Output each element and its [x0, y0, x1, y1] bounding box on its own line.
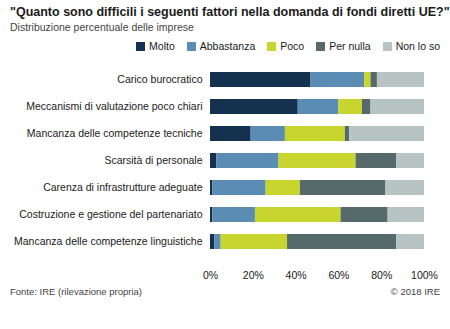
svg-text:Meccanismi di valutazione poco: Meccanismi di valutazione poco chiari — [26, 100, 202, 112]
svg-text:Mancanza delle competenze ling: Mancanza delle competenze linguistiche — [14, 235, 203, 247]
svg-text:Carico burocratico: Carico burocratico — [117, 73, 202, 85]
html-text:© 2018 IRE: © 2018 IRE — [390, 286, 440, 297]
svg-text:Scarsità di personale: Scarsità di personale — [104, 154, 202, 166]
svg-text:Costruzione e gestione del par: Costruzione e gestione del partenariato — [19, 208, 202, 220]
svg-text:Mancanza delle competenze tecn: Mancanza delle competenze tecniche — [27, 127, 203, 139]
html-text:Distribuzione percentuale dell: Distribuzione percentuale delle imprese — [10, 21, 194, 33]
html-text:Non lo so: Non lo so — [395, 40, 440, 52]
svg-text:0%: 0% — [203, 269, 218, 281]
svg-text:40%: 40% — [286, 269, 307, 281]
html-text:Abbastanza: Abbastanza — [199, 40, 256, 52]
svg-text:100%: 100% — [411, 269, 438, 281]
html-text:Fonte: IRE (rilevazione propri: Fonte: IRE (rilevazione propria) — [10, 286, 142, 297]
html-text:Per nulla: Per nulla — [329, 40, 371, 52]
svg-text:20%: 20% — [243, 269, 264, 281]
html-text:Molto: Molto — [149, 40, 175, 52]
svg-text:80%: 80% — [371, 269, 392, 281]
html-text:"Quanto sono difficili i segue: "Quanto sono difficili i seguenti fattor… — [10, 5, 450, 19]
html-text:Poco: Poco — [280, 40, 305, 52]
svg-text:Carenza di infrastrutture adeg: Carenza di infrastrutture adeguate — [43, 181, 203, 193]
svg-text:60%: 60% — [328, 269, 349, 281]
